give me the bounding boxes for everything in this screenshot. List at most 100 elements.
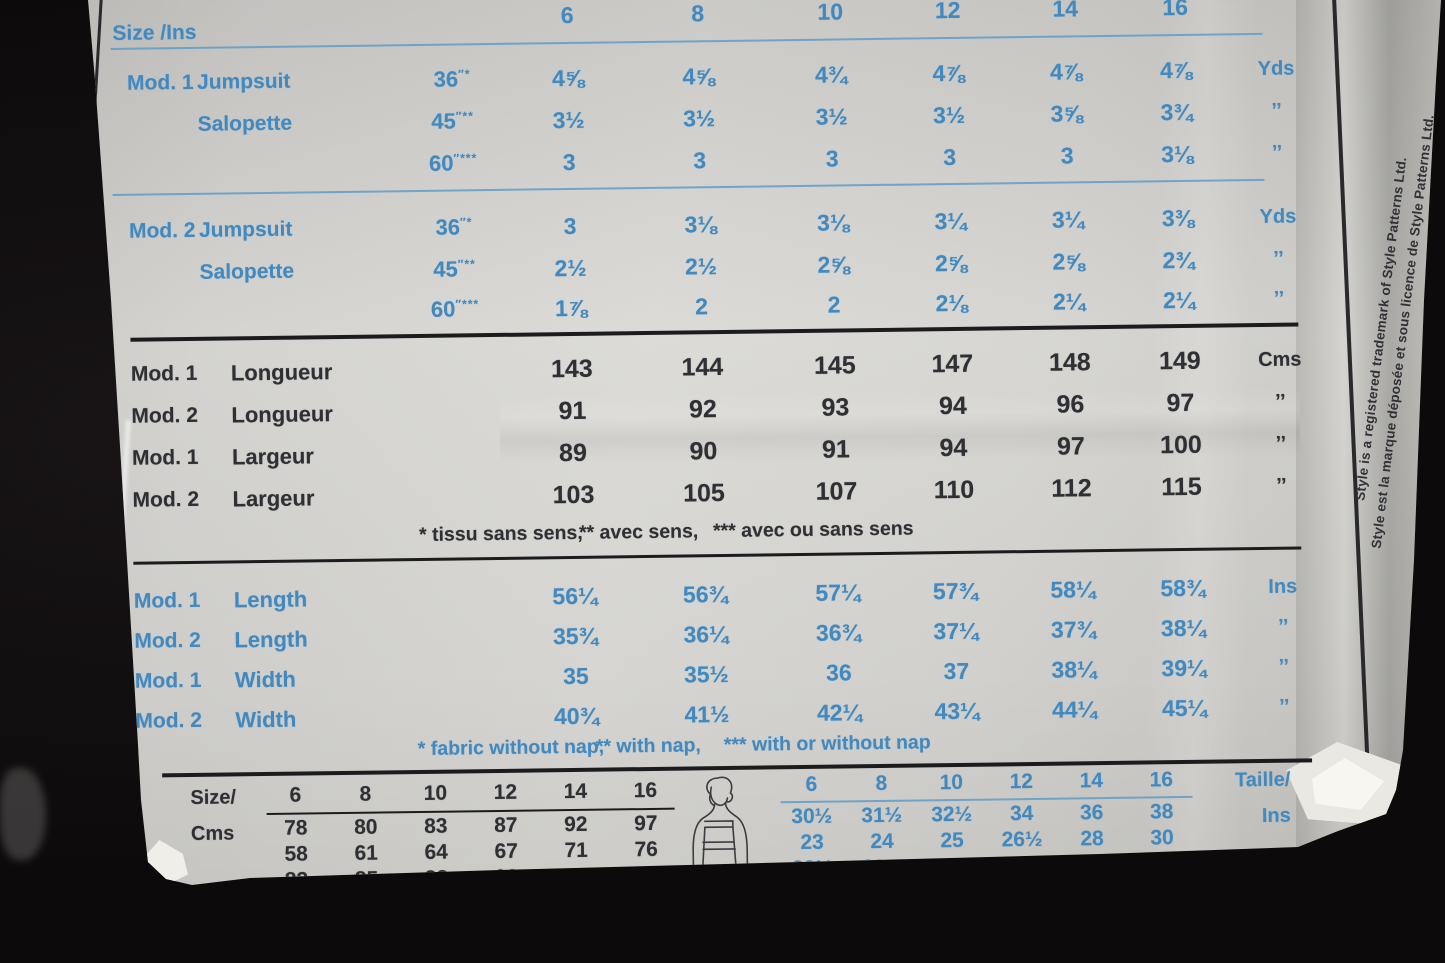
in-value: 36¼	[683, 620, 729, 648]
in-value: 38¼	[1160, 614, 1206, 641]
measurement-row-clipped: 83 85 88 92 97 102	[284, 863, 665, 892]
ins-row-label: Ins	[1261, 804, 1291, 827]
yardage-value: 2	[827, 290, 841, 318]
yardage-value: 2½	[554, 254, 587, 281]
yardage-value: 4⅞	[932, 59, 965, 86]
in-value: 56¾	[682, 580, 728, 608]
taille-row-label: Taille/	[1234, 768, 1291, 792]
model-label: Mod. 2	[134, 628, 202, 653]
in-value: 41½	[684, 700, 730, 728]
cm-value: 148	[1048, 347, 1091, 377]
ditto-mark: ’’	[1275, 390, 1286, 413]
footnote-segment: ** avec sens,	[578, 520, 699, 544]
unit-label: Ins	[1268, 575, 1298, 598]
ditto-mark: ’’	[1279, 695, 1290, 718]
yardage-value: 3	[693, 146, 707, 173]
garment-label: Jumpsuit	[198, 217, 293, 242]
cm-value: 94	[939, 433, 968, 462]
cms-row-label: Cms	[190, 822, 235, 846]
in-value: 57¼	[815, 578, 861, 606]
in-value: 57¾	[932, 577, 978, 604]
dimension-label: Largeur	[232, 485, 315, 512]
yardage-value: 3⅝	[1050, 99, 1083, 127]
cm-value: 105	[682, 478, 726, 508]
in-value: 35¾	[552, 622, 598, 649]
in-value: 56¼	[552, 582, 598, 609]
yardage-value: 3¼	[934, 207, 967, 234]
model-label: Mod. 2	[128, 218, 196, 243]
ditto-mark: ’’	[1276, 474, 1287, 497]
yardage-value: 2⅛	[935, 289, 968, 316]
fabric-requirements-table: Size /Ins 6 8 10 12 14 16 Mod. 1 Jumpsui…	[110, 0, 1332, 892]
yardage-value: 3½	[552, 106, 585, 133]
dimension-label: Longueur	[230, 359, 333, 386]
cm-value: 149	[1158, 346, 1201, 375]
dimension-label: Width	[234, 666, 296, 693]
cm-value: 112	[1051, 473, 1092, 503]
in-value: 40¾	[553, 702, 599, 729]
yardage-value: 3¼	[1051, 205, 1085, 233]
ditto-mark: ’’	[1273, 247, 1284, 270]
footnote-segment: ** with nap,	[595, 734, 702, 758]
cm-value: 107	[815, 476, 858, 506]
model-label: Mod. 1	[134, 668, 202, 693]
ditto-mark: ’’	[1277, 615, 1289, 638]
yardage-value: 3⅛	[816, 208, 850, 236]
size-col-header: 10	[817, 0, 844, 25]
yardage-value: 4⅞	[1159, 56, 1193, 83]
fabric-width-label: 60″***	[428, 150, 478, 176]
yardage-value: 3⅛	[1160, 140, 1194, 167]
footnote-segment: *** avec ou sans sens	[712, 517, 914, 543]
garment-label: Salopette	[197, 111, 293, 136]
size-col-header: 6	[560, 1, 574, 28]
cm-value: 94	[938, 391, 967, 420]
printed-border-left	[88, 0, 103, 885]
in-value: 45¼	[1161, 694, 1207, 721]
fabric-width-label: 45″**	[433, 256, 476, 282]
cm-value: 91	[821, 434, 851, 464]
size-col-header: 14	[1052, 0, 1079, 22]
in-value: 37¼	[933, 617, 979, 644]
model-label: Mod. 1	[131, 445, 199, 470]
ditto-mark: ’’	[1271, 99, 1282, 122]
yardage-value: 3	[825, 144, 839, 172]
in-value: 38¼	[1051, 655, 1097, 683]
cm-value: 89	[558, 438, 588, 467]
measurement-row-clipped: 32½ 33½ 34½ 36 38 40	[791, 852, 1175, 881]
in-value: 36	[825, 658, 852, 686]
fabric-width-label: 36″*	[433, 66, 471, 92]
yardage-value: 4⅞	[1049, 57, 1083, 85]
fabric-width-label: 36″*	[435, 214, 473, 240]
footnote-segment: * fabric without nap,	[417, 735, 605, 761]
yardage-value: 2⅝	[817, 250, 850, 278]
yardage-value: 3	[943, 143, 957, 170]
yardage-value: 2⅝	[934, 249, 968, 276]
model-label: Mod. 2	[131, 403, 199, 428]
in-value: 42¼	[816, 698, 862, 726]
cm-value: 97	[1166, 388, 1195, 417]
ditto-mark: ’’	[1278, 655, 1290, 678]
cm-value: 144	[681, 352, 724, 382]
cm-value: 100	[1159, 430, 1202, 459]
in-value: 35½	[683, 660, 729, 688]
cm-value: 115	[1161, 472, 1202, 501]
ditto-mark: ’’	[1273, 287, 1285, 310]
size-col-header: 16	[1162, 0, 1189, 20]
dimension-label: Width	[235, 706, 297, 733]
model-label: Mod. 2	[135, 708, 203, 733]
size-row-label: Size/	[190, 786, 237, 810]
model-label: Mod. 2	[132, 487, 200, 512]
body-measurement-charts: Size/ Cms 6 8 10 12 14 16 78 80 83 87 92	[120, 766, 1332, 892]
measurement-row: 23 24 25 26½ 28 30	[800, 826, 1174, 855]
in-value: 58¼	[1050, 575, 1096, 603]
in-value: 35	[562, 662, 589, 689]
ditto-mark: ’’	[1275, 432, 1287, 455]
yardage-value: 3½	[932, 101, 966, 128]
yardage-value: 4⅝	[682, 62, 715, 90]
footnote-segment: * tissu sans sens,	[418, 521, 583, 546]
yardage-value: 3½	[682, 104, 716, 132]
yardage-value: 4⅝	[551, 64, 585, 91]
in-value: 44¼	[1051, 695, 1097, 723]
cm-value: 110	[933, 475, 975, 504]
